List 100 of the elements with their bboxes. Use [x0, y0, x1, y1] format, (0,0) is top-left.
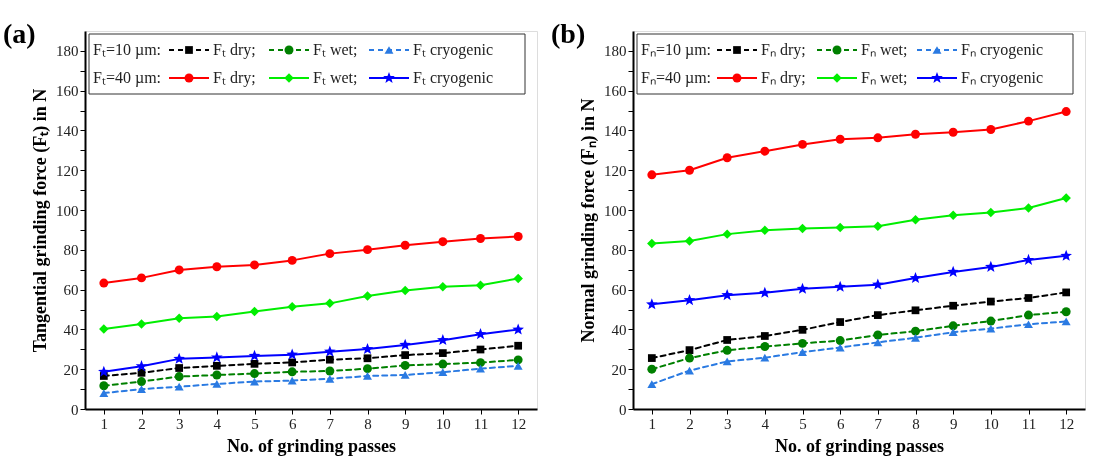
point: [513, 232, 523, 241]
y-tick-label: 180: [56, 43, 79, 60]
point: [437, 334, 449, 346]
point: [760, 225, 770, 236]
y-tick-label: 180: [604, 43, 627, 60]
point: [798, 325, 807, 334]
annotation: Fₙ=40 µm:: [641, 69, 712, 87]
point: [287, 255, 297, 265]
point: [211, 351, 223, 363]
y-tick-label: 140: [56, 122, 79, 139]
point: [325, 355, 334, 364]
x-tick-label: 2: [686, 415, 694, 432]
point: [796, 282, 809, 294]
legend-label: Fₜ cryogenic: [413, 41, 493, 59]
point: [647, 380, 657, 388]
point: [986, 316, 996, 326]
point: [798, 338, 807, 348]
x-tick-label: 10: [435, 415, 451, 432]
point: [174, 313, 184, 324]
legend-label: Fₙ dry;: [761, 41, 806, 59]
point: [476, 234, 485, 243]
point: [685, 165, 694, 175]
point: [286, 348, 298, 360]
point: [475, 280, 486, 290]
x-tick-label: 1: [100, 415, 109, 432]
point: [911, 129, 920, 139]
point: [1061, 307, 1071, 317]
point: [325, 366, 335, 376]
point: [438, 282, 448, 292]
x-tick-label: 3: [723, 415, 732, 432]
point: [250, 359, 259, 368]
legend-label: Fₙ cryogenic: [961, 69, 1043, 87]
point: [646, 298, 658, 310]
point: [683, 294, 696, 306]
point: [722, 153, 732, 163]
x-tick-label: 2: [138, 415, 146, 432]
point: [1024, 310, 1033, 320]
point: [400, 371, 410, 379]
point: [760, 353, 770, 362]
point: [798, 139, 807, 149]
y-tick-label: 0: [619, 401, 627, 418]
point: [759, 286, 771, 298]
y-tick-label: 160: [56, 83, 79, 100]
point: [1024, 320, 1033, 329]
legend-label: Fₜ wet;: [313, 41, 358, 58]
point: [911, 326, 920, 336]
point: [438, 349, 447, 357]
point: [399, 338, 411, 350]
point: [287, 367, 297, 377]
point: [835, 336, 845, 346]
point: [212, 262, 222, 272]
point: [948, 328, 958, 337]
point: [363, 354, 372, 363]
legend-label: Fₜ dry;: [213, 41, 256, 59]
point: [1060, 249, 1072, 261]
point: [137, 385, 146, 393]
x-tick-label: 3: [175, 415, 184, 432]
y-axis-title: Tangential grinding force (Fₜ) in N: [30, 88, 51, 353]
y-tick-label: 80: [63, 242, 79, 259]
point: [760, 146, 770, 156]
y-tick-label: 40: [63, 321, 79, 338]
x-tick-label: 8: [364, 415, 372, 432]
point: [1061, 107, 1071, 117]
point: [721, 289, 733, 301]
point: [363, 364, 372, 374]
point: [949, 301, 958, 310]
x-tick-label: 11: [1021, 415, 1037, 432]
x-axis-title: No. of grinding passes: [226, 435, 397, 456]
point: [513, 273, 523, 284]
annotation: Fₙ=10 µm:: [641, 41, 712, 59]
point: [136, 319, 147, 329]
point: [325, 374, 335, 383]
x-tick-label: 5: [799, 415, 807, 432]
chart-title: (a): [3, 18, 36, 49]
x-tick-label: 4: [213, 415, 222, 432]
point: [514, 341, 523, 350]
point: [212, 361, 221, 370]
point: [212, 380, 222, 388]
point: [873, 221, 883, 231]
point: [137, 377, 146, 387]
point: [400, 240, 410, 250]
point: [685, 353, 694, 363]
point: [175, 364, 184, 372]
point: [647, 354, 656, 362]
y-tick-label: 120: [604, 162, 627, 179]
point: [1062, 288, 1071, 297]
x-tick-label: 9: [949, 415, 958, 432]
x-tick-label: 6: [288, 415, 297, 432]
point: [212, 370, 222, 380]
point: [98, 365, 110, 377]
point: [99, 381, 109, 391]
point: [909, 271, 922, 284]
point: [1024, 294, 1033, 302]
legend-label: Fₙ dry;: [761, 69, 806, 87]
y-tick-label: 0: [71, 401, 79, 418]
point: [250, 260, 259, 270]
point: [986, 125, 996, 134]
point: [760, 332, 769, 340]
point: [834, 280, 846, 292]
point: [325, 298, 335, 309]
